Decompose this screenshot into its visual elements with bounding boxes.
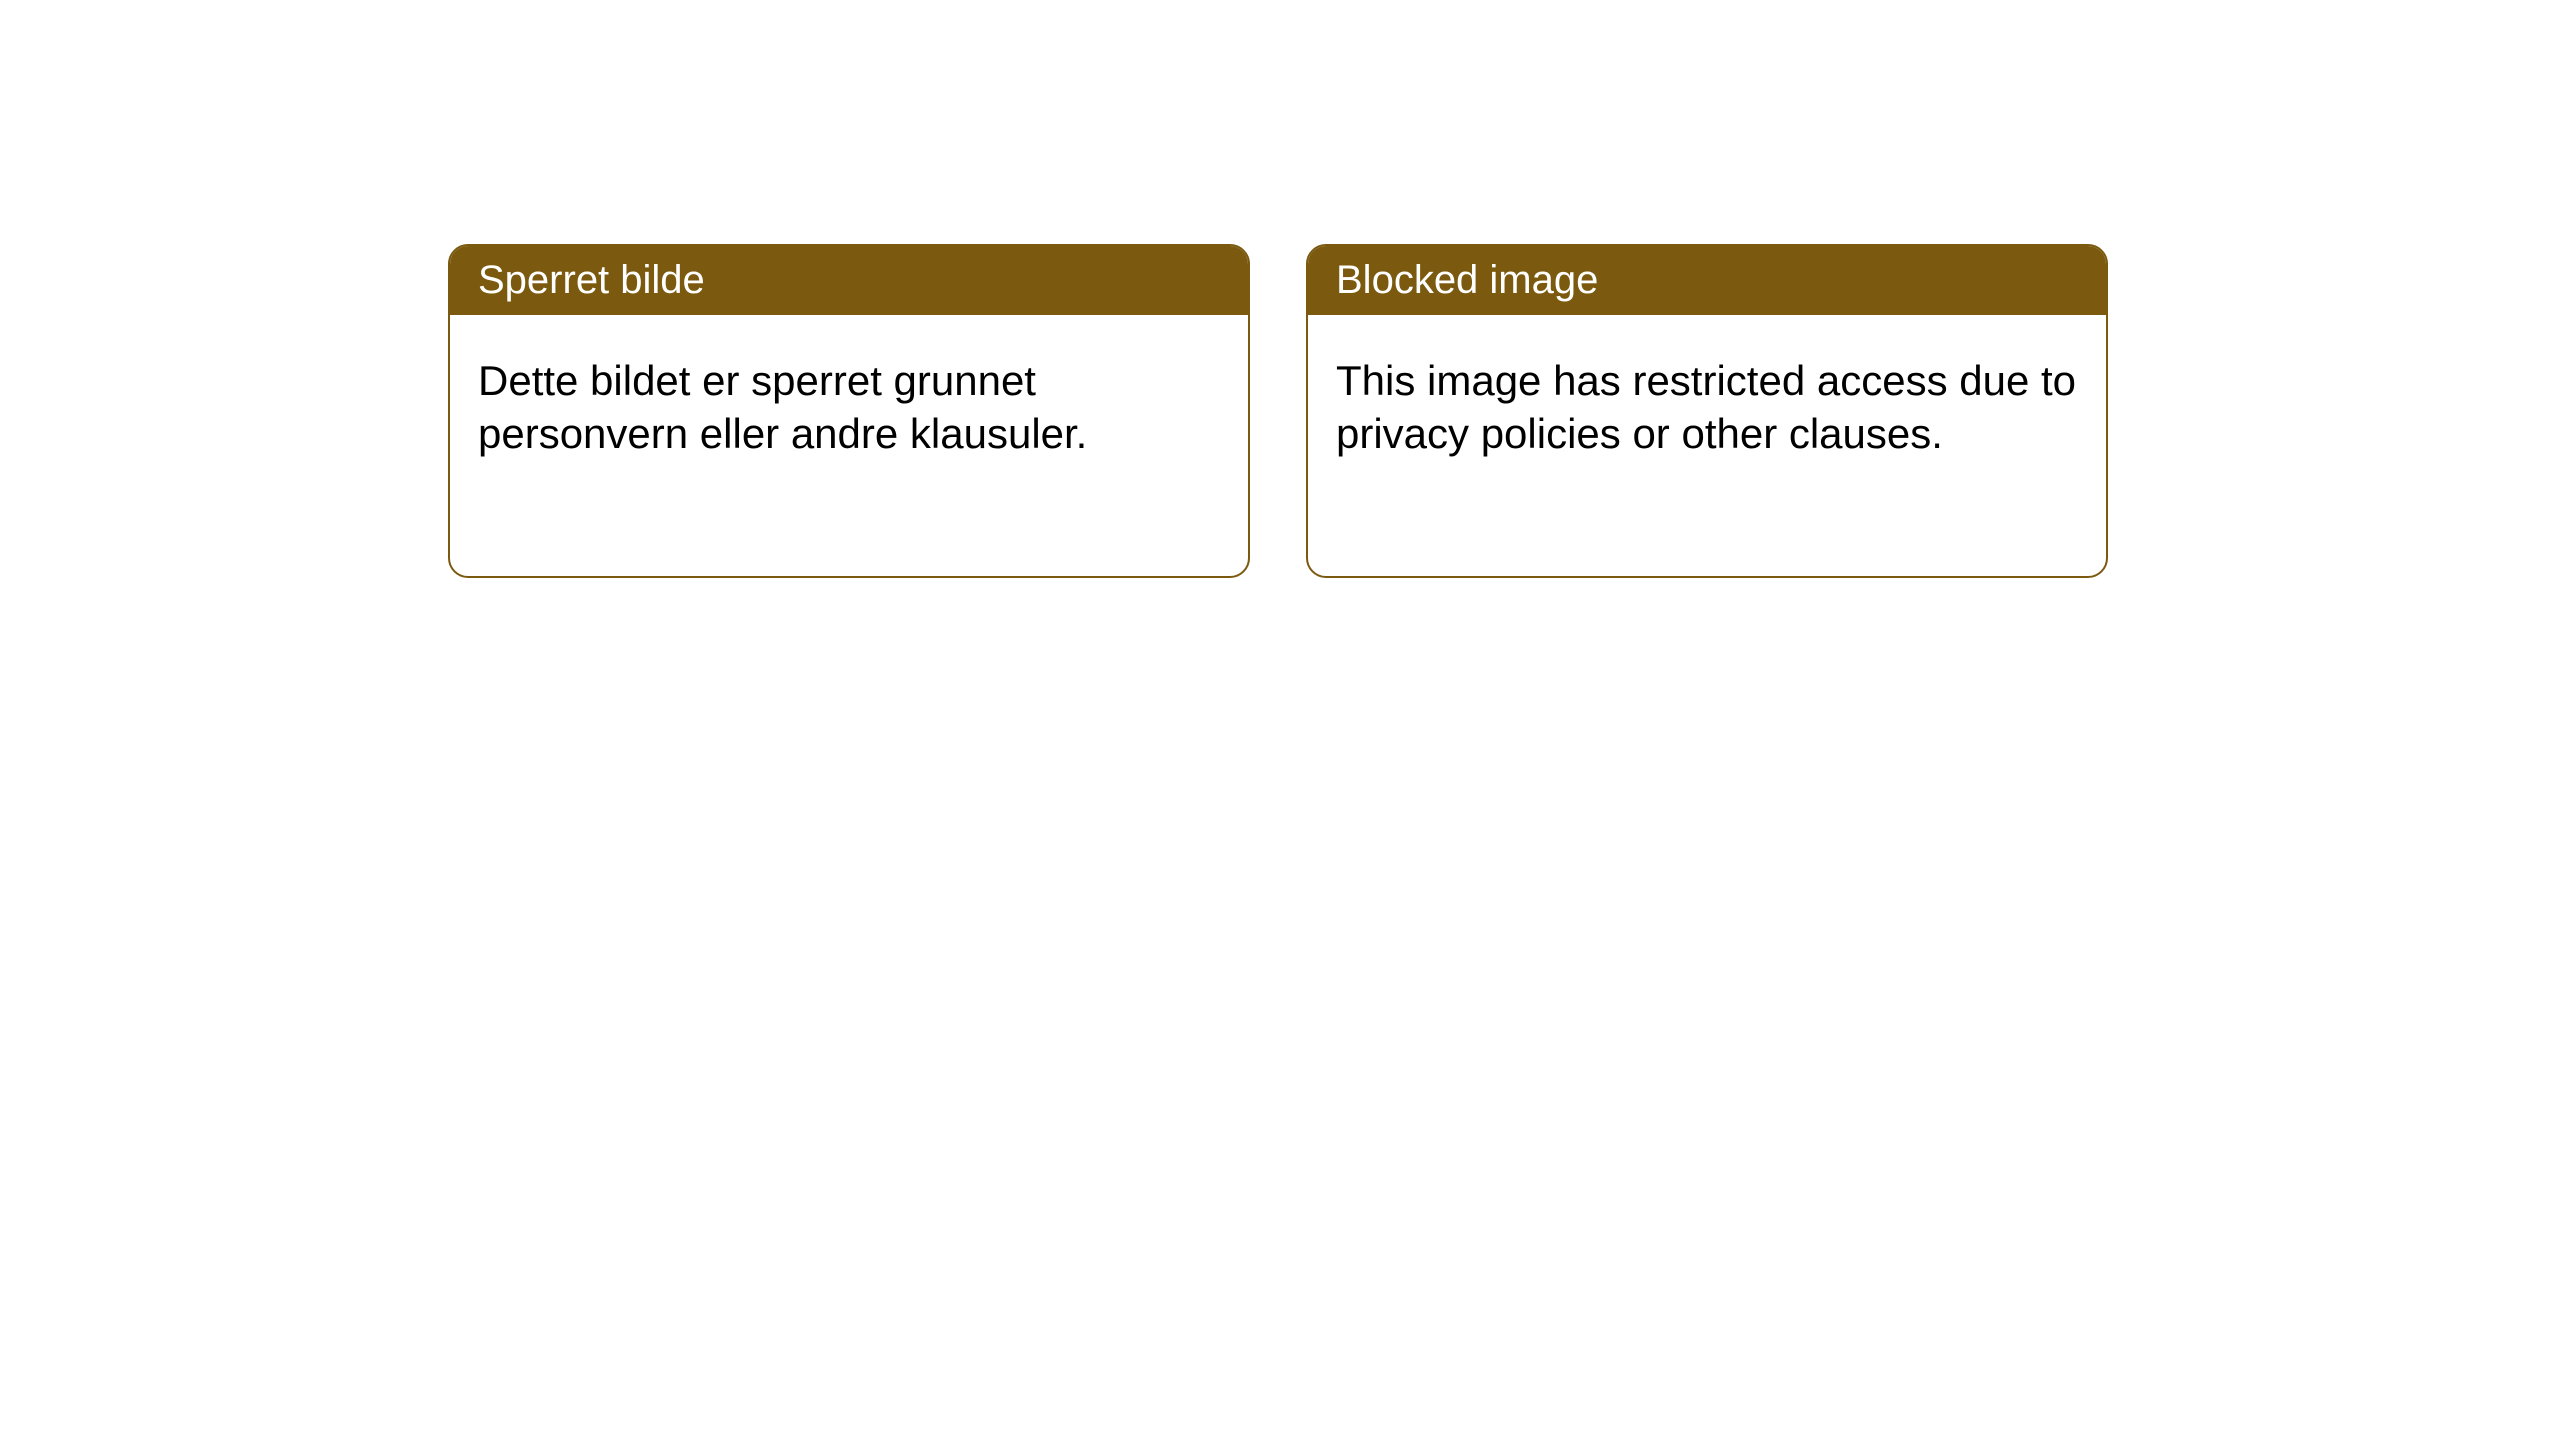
card-body-text: This image has restricted access due to …: [1336, 357, 2076, 457]
notice-cards-container: Sperret bilde Dette bildet er sperret gr…: [448, 244, 2108, 578]
notice-card-english: Blocked image This image has restricted …: [1306, 244, 2108, 578]
card-header: Blocked image: [1308, 246, 2106, 315]
card-body-text: Dette bildet er sperret grunnet personve…: [478, 357, 1087, 457]
card-body: Dette bildet er sperret grunnet personve…: [450, 315, 1248, 500]
card-title: Sperret bilde: [478, 258, 705, 302]
card-body: This image has restricted access due to …: [1308, 315, 2106, 500]
notice-card-norwegian: Sperret bilde Dette bildet er sperret gr…: [448, 244, 1250, 578]
card-header: Sperret bilde: [450, 246, 1248, 315]
card-title: Blocked image: [1336, 258, 1598, 302]
